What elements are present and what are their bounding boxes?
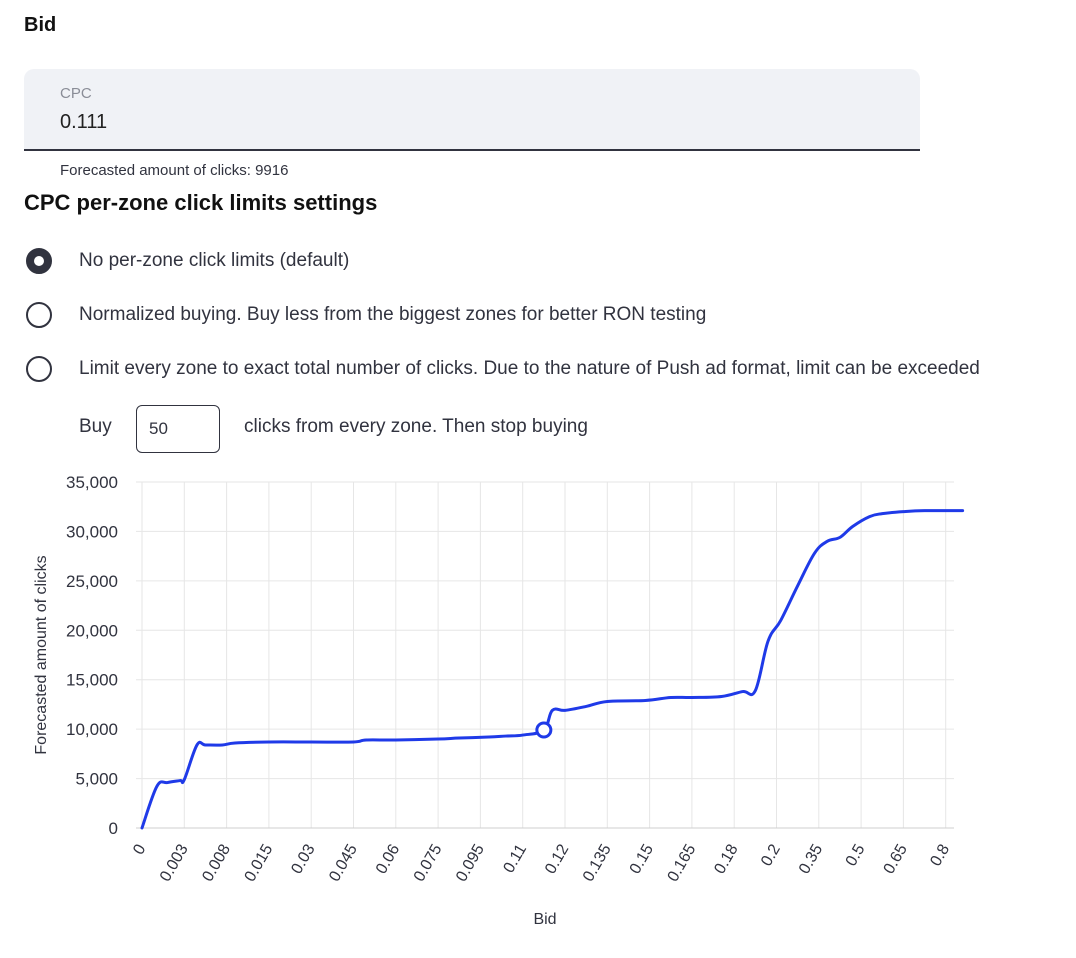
x-tick-label: 0.06 <box>373 841 403 877</box>
x-tick-label: 0.095 <box>453 841 488 884</box>
chart-grid <box>136 481 954 829</box>
x-tick-label: 0.65 <box>881 841 911 877</box>
radio-selected-icon[interactable] <box>26 248 52 274</box>
y-axis-title: Forecasted amount of clicks <box>33 555 50 754</box>
buy-prefix-label: Buy <box>79 416 112 437</box>
y-tick-label: 30,000 <box>66 522 118 541</box>
cpc-input-box[interactable]: CPC 0.111 <box>24 69 920 151</box>
radio-option-limit-every-zone[interactable]: Limit every zone to exact total number o… <box>26 354 980 384</box>
forecast-chart: 0 5,000 10,000 15,000 20,000 25,000 30,000 35,0… <box>33 473 965 928</box>
current-bid-marker[interactable] <box>535 721 553 739</box>
x-tick-label: 0.35 <box>796 841 826 877</box>
x-tick-label: 0.18 <box>711 841 741 877</box>
x-axis-title: Bid <box>533 911 556 928</box>
x-tick-label: 0.075 <box>411 841 446 884</box>
x-tick-label: 0.135 <box>580 841 615 884</box>
y-tick-label: 0 <box>109 819 118 838</box>
y-tick-label: 15,000 <box>66 671 118 690</box>
y-tick-label: 10,000 <box>66 720 118 739</box>
radio-unselected-icon[interactable] <box>26 302 52 328</box>
cpc-value[interactable]: 0.111 <box>60 111 108 133</box>
y-tick-label: 25,000 <box>66 572 118 591</box>
x-tick-label: 0.12 <box>542 841 572 877</box>
x-tick-label: 0.5 <box>843 841 869 869</box>
radio-option-label: Limit every zone to exact total number o… <box>79 358 980 379</box>
series-line <box>140 509 965 830</box>
cpc-label: CPC <box>60 85 92 102</box>
x-tick-label: 0.2 <box>758 841 784 869</box>
forecast-clicks-text: Forecasted amount of clicks: 9916 <box>60 162 289 179</box>
x-axis-ticks: 0 0.003 0.008 0.015 0.03 0.045 0.06 0.075 0.095 0… <box>130 841 953 884</box>
y-axis-ticks: 0 5,000 10,000 15,000 20,000 25,000 30,000 35,0… <box>66 473 118 838</box>
x-tick-label: 0.8 <box>927 841 953 869</box>
x-tick-label: 0.03 <box>288 841 318 877</box>
x-tick-label: 0.015 <box>242 841 277 884</box>
buy-suffix-label: clicks from every zone. Then stop buying <box>244 416 588 437</box>
x-tick-label: 0 <box>130 841 149 857</box>
y-tick-label: 35,000 <box>66 473 118 492</box>
bid-section-title: Bid <box>24 14 57 36</box>
x-tick-label: 0.15 <box>627 841 657 877</box>
x-tick-label: 0.165 <box>665 841 700 884</box>
radio-option-no-limits[interactable]: No per-zone click limits (default) <box>26 246 349 276</box>
radio-unselected-icon[interactable] <box>26 356 52 382</box>
radio-option-normalized-buying[interactable]: Normalized buying. Buy less from the big… <box>26 300 706 330</box>
x-tick-label: 0.003 <box>157 841 192 884</box>
x-tick-label: 0.008 <box>199 841 234 884</box>
radio-option-label: No per-zone click limits (default) <box>79 250 350 271</box>
radio-option-label: Normalized buying. Buy less from the big… <box>79 304 707 325</box>
click-limits-title: CPC per-zone click limits settings <box>24 190 378 215</box>
y-tick-label: 20,000 <box>66 621 118 640</box>
buy-clicks-input[interactable] <box>136 405 220 453</box>
x-tick-label: 0.045 <box>326 841 361 884</box>
x-tick-label: 0.11 <box>500 841 530 876</box>
y-tick-label: 5,000 <box>75 770 118 789</box>
